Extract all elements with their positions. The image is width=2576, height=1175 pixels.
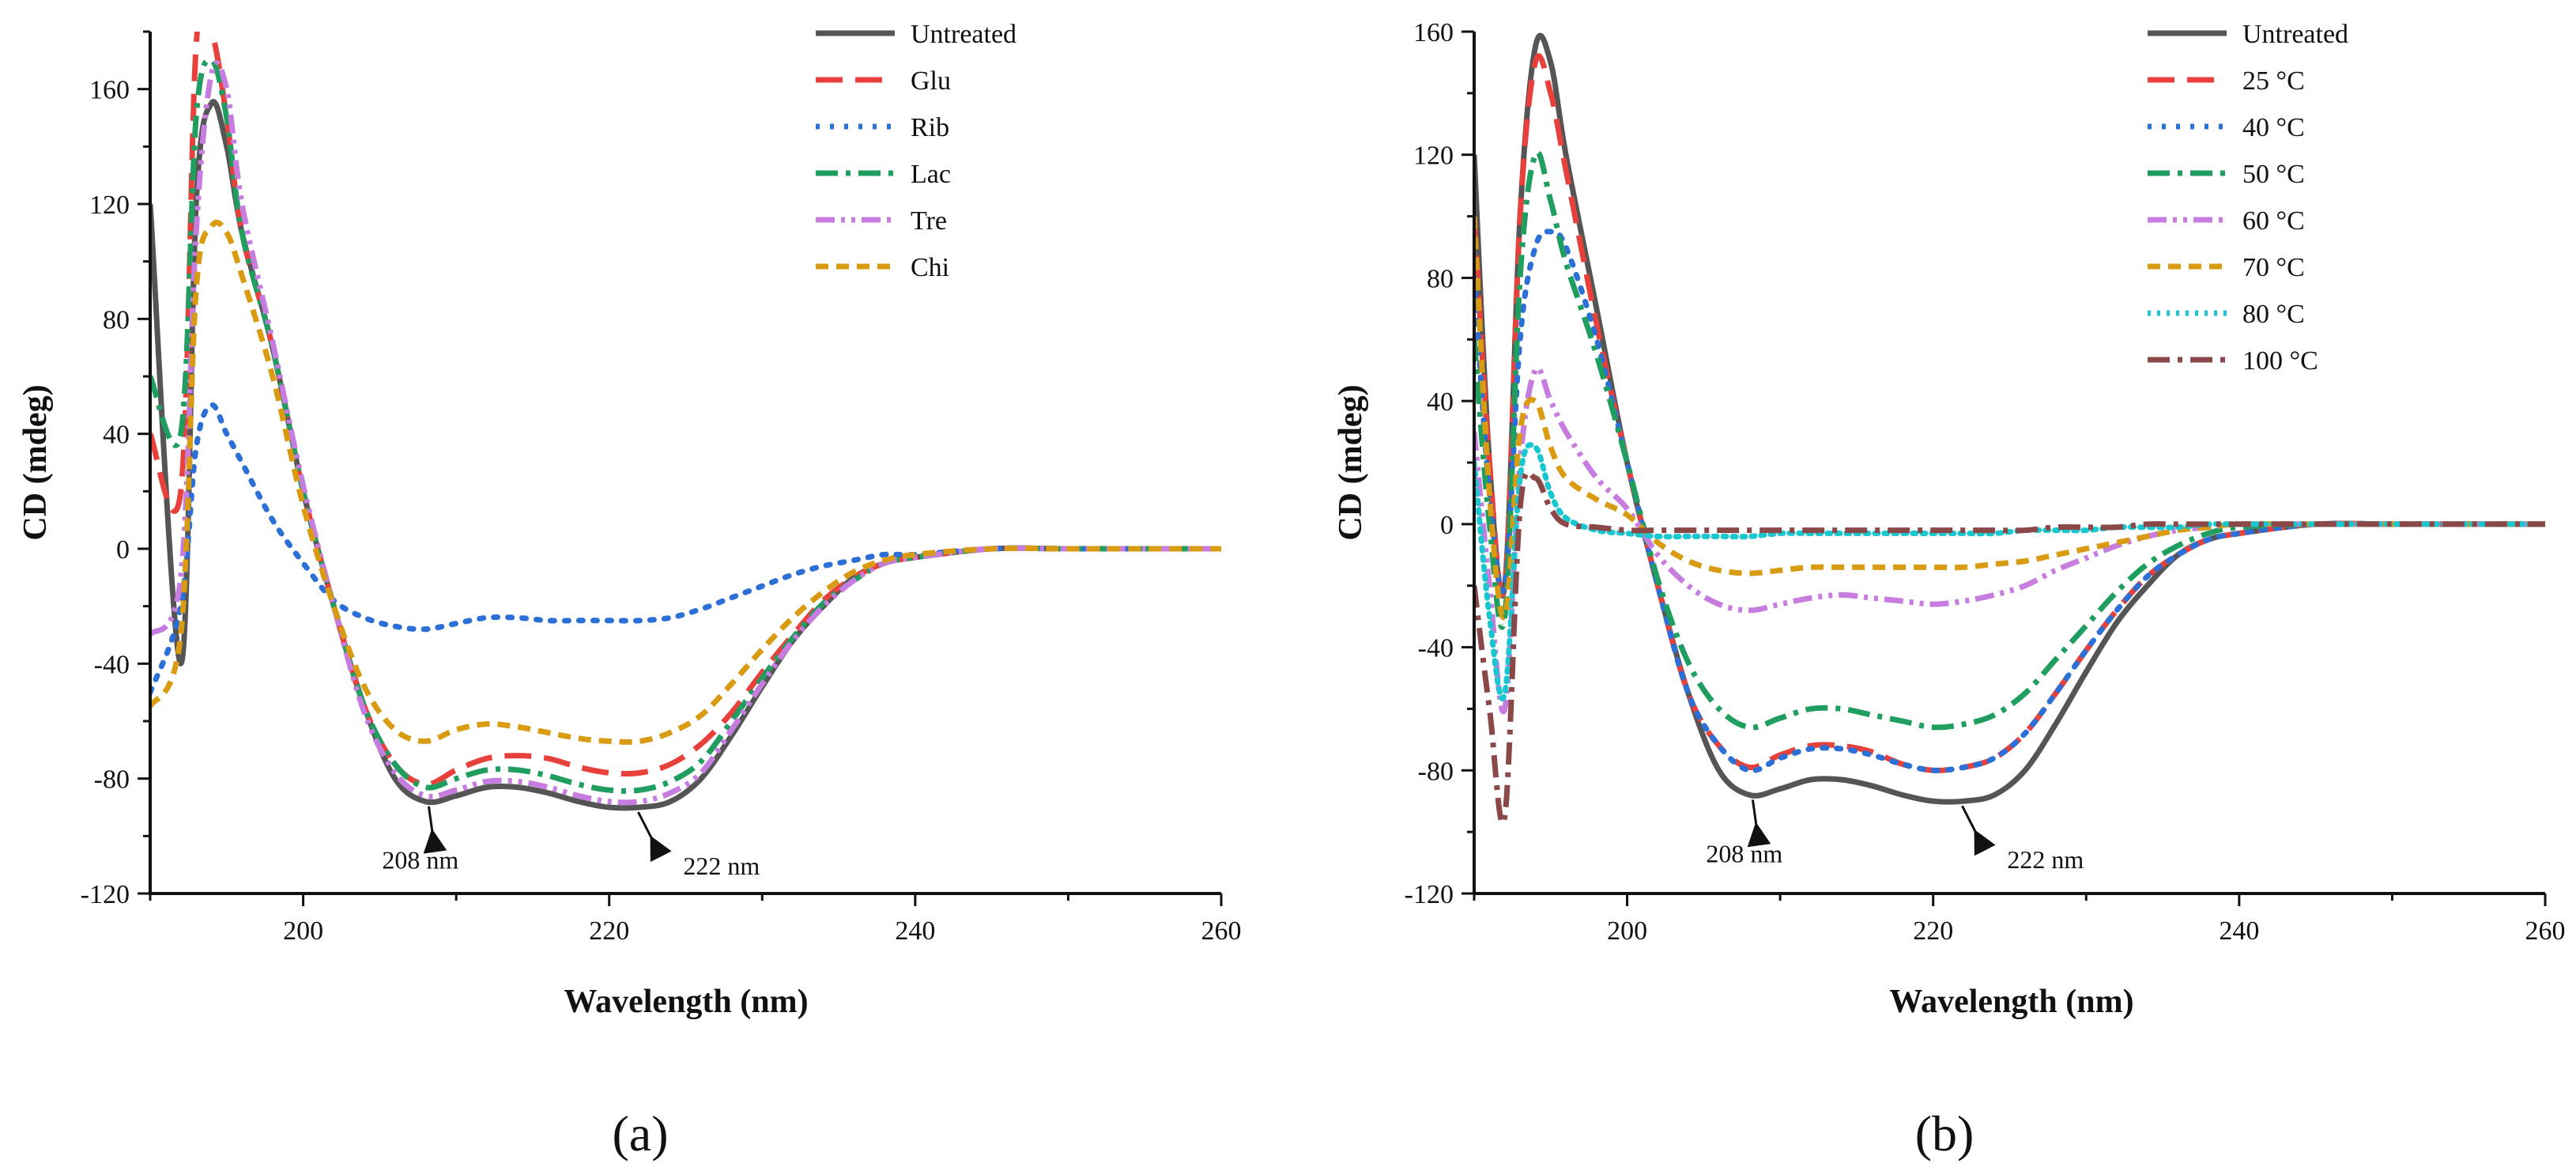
annotation-label: 222 nm [2007, 845, 2084, 874]
legend-entry: Lac [911, 160, 951, 189]
y-tick-label: -80 [1418, 757, 1454, 786]
x-tick-label: 220 [1913, 916, 1953, 946]
annotation-arrow [1747, 799, 1771, 848]
y-tick-label: -40 [1418, 634, 1454, 663]
x-axis-label: Wavelength (nm) [1889, 984, 2133, 1020]
y-tick-label: 40 [103, 421, 130, 450]
series-line-glu [150, 32, 1221, 788]
annotation-arrow [1961, 805, 1996, 856]
chart-panel-b: 200 220 240 260 -120 -80 -40 0 40 80 120 160 Wavelen… [1333, 18, 2566, 1162]
series-line-25-c [1474, 53, 2545, 773]
x-tick-label: 200 [1607, 916, 1647, 946]
y-tick-label: 0 [1440, 511, 1454, 540]
annotation-arrow [637, 811, 672, 863]
y-tick-label: 160 [89, 76, 130, 105]
legend: Untreated 25 °C 40 °C 50 °C 60 °C 70 °C 80 °C 1… [2148, 20, 2348, 376]
y-tick-label: 120 [89, 191, 130, 220]
series-line-40-c [1474, 229, 2545, 774]
legend-entry: 25 °C [2242, 66, 2305, 96]
series-line-70-c [1474, 216, 2545, 621]
series-line-tre [150, 60, 1221, 806]
legend-entry: 50 °C [2242, 160, 2305, 189]
y-tick-label: -120 [81, 880, 130, 909]
x-tick-label: 260 [2525, 916, 2566, 946]
y-tick-label: 40 [1427, 387, 1454, 417]
y-tick-label: 160 [1413, 18, 1454, 47]
annotation-label: 208 nm [382, 846, 458, 875]
series-line-untreated [150, 99, 1221, 811]
y-axis-label: CD (mdeg) [17, 384, 54, 540]
y-tick-label: -40 [94, 650, 130, 679]
legend-entry: 60 °C [2242, 206, 2305, 236]
series-line-50-c [1474, 149, 2545, 731]
series-line-untreated [1474, 32, 2545, 805]
chart-panel-a: 200 220 240 260 -120 -80 -40 0 40 80 120 160 Wavelen… [17, 20, 1242, 1162]
annotation-label: 222 nm [683, 852, 760, 880]
series-line-80-c [1474, 442, 2545, 701]
series-line-lac [150, 57, 1221, 794]
y-axis-label: CD (mdeg) [1333, 384, 1369, 540]
y-tick-label: -120 [1405, 880, 1454, 909]
legend-entry: Glu [911, 66, 951, 96]
series-line-chi [150, 219, 1221, 745]
panel-label: (b) [1915, 1105, 1974, 1162]
y-tick-label: -80 [94, 765, 130, 795]
series-line-100-c [1474, 469, 2545, 826]
series-line-60-c [1474, 365, 2545, 715]
x-tick-label: 240 [2219, 916, 2259, 946]
legend-entry: 40 °C [2242, 113, 2305, 142]
annotation-label: 208 nm [1706, 839, 1782, 867]
annotation-arrow [423, 806, 447, 854]
series-line-rib [150, 402, 1221, 696]
legend-entry: 100 °C [2242, 346, 2318, 376]
x-tick-label: 220 [589, 916, 629, 946]
legend: Untreated Glu Rib Lac Tre Chi [816, 20, 1016, 282]
legend-entry: 70 °C [2242, 253, 2305, 282]
x-tick-label: 240 [895, 916, 935, 946]
x-tick-label: 260 [1201, 916, 1242, 946]
y-tick-label: 80 [1427, 264, 1454, 293]
legend-entry: Chi [911, 253, 949, 282]
legend-entry: Rib [911, 113, 949, 142]
y-tick-label: 0 [116, 535, 130, 565]
legend-entry: Untreated [911, 20, 1016, 49]
y-tick-label: 120 [1413, 142, 1454, 171]
legend-entry: 80 °C [2242, 300, 2305, 329]
y-tick-label: 80 [103, 305, 130, 334]
legend-entry: Untreated [2242, 20, 2348, 49]
x-tick-label: 200 [283, 916, 323, 946]
x-axis-label: Wavelength (nm) [564, 984, 808, 1020]
legend-entry: Tre [911, 206, 947, 236]
panel-label: (a) [612, 1105, 668, 1162]
